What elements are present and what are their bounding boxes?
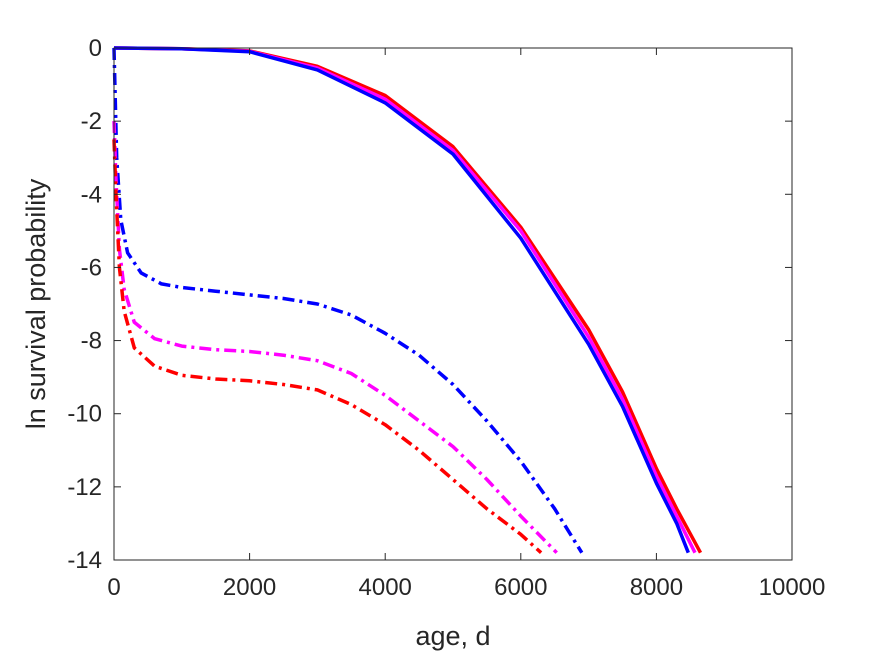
series-layer xyxy=(112,46,703,554)
y-tick-label: -2 xyxy=(81,108,102,135)
series-line-6-dashdot xyxy=(112,139,543,554)
x-tick-label: 2000 xyxy=(223,574,276,601)
y-tick-label: -12 xyxy=(67,474,102,501)
tick-layer: 0 2000 4000 6000 8000 10000 0 -2 -4 -6 -8 -10 -12 -14 xyxy=(67,35,825,601)
x-tick-label: 6000 xyxy=(494,574,547,601)
x-tick-label: 0 xyxy=(107,574,120,601)
x-tick-label: 4000 xyxy=(359,574,412,601)
plot-background xyxy=(114,48,792,560)
y-tick-label: -4 xyxy=(81,181,102,208)
x-tick-label: 10000 xyxy=(759,574,826,601)
y-tick-label: -8 xyxy=(81,328,102,355)
y-tick-label: 0 xyxy=(89,35,102,62)
plot-frame xyxy=(113,47,793,561)
y-axis-title: ln survival probability xyxy=(21,178,51,429)
y-tick-label: -14 xyxy=(67,547,102,574)
series-line-5-dashdot xyxy=(112,121,558,554)
x-tick-label: 8000 xyxy=(630,574,683,601)
x-axis-title: age, d xyxy=(415,621,490,651)
series-line-4-dashdot xyxy=(112,47,584,554)
series-line-3-solid xyxy=(113,46,690,554)
y-tick-label: -6 xyxy=(81,254,102,281)
y-tick-label: -10 xyxy=(67,401,102,428)
